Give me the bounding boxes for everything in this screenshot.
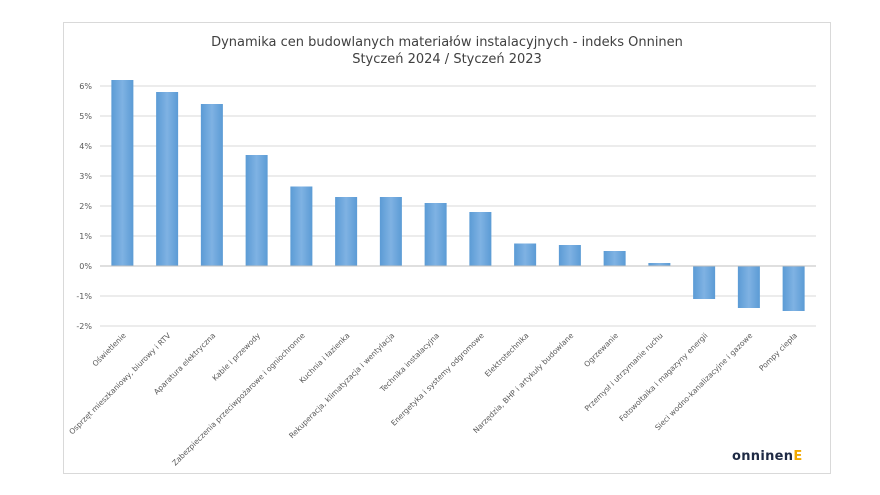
y-tick-label: 1% xyxy=(79,232,92,241)
bar xyxy=(379,197,402,266)
bar xyxy=(648,263,671,266)
y-tick-label: 2% xyxy=(79,202,92,211)
x-tick-label: Pompy ciepła xyxy=(757,331,799,373)
bars xyxy=(100,80,816,311)
x-tick-label: Fotowoltaika i magazyny energii xyxy=(617,331,709,423)
bar xyxy=(335,197,358,266)
y-tick-label: 6% xyxy=(79,82,92,91)
chart-title-block: Dynamika cen budowlanych materiałów inst… xyxy=(63,34,831,68)
y-tick-label: 3% xyxy=(79,172,92,181)
x-tick-label: Elektrotechnika xyxy=(483,331,531,379)
bar xyxy=(603,251,626,266)
bar xyxy=(424,203,447,266)
x-tick-label: Narzędzia, BHP i artykuły budowlane xyxy=(471,331,575,435)
x-tick-label: Ogrzewanie xyxy=(582,331,620,369)
bar xyxy=(200,104,223,266)
y-tick-label: 4% xyxy=(79,142,92,151)
bar xyxy=(782,266,805,311)
y-tick-label: -1% xyxy=(76,292,92,301)
bar xyxy=(156,92,179,266)
x-tick-label: Sieci wodno-kanalizacyjne i gazowe xyxy=(653,331,754,432)
bar xyxy=(693,266,716,299)
x-tick-label: Kable i przewody xyxy=(210,331,262,383)
bar xyxy=(290,186,313,266)
x-tick-label: Przemysł i utrzymanie ruchu xyxy=(583,331,665,413)
bar xyxy=(469,212,492,266)
x-tick-label: Oświetlenie xyxy=(91,331,129,369)
chart-card xyxy=(63,22,831,474)
bar xyxy=(111,80,134,266)
y-tick-label: 0% xyxy=(79,262,92,271)
onninen-logo: onninenE xyxy=(732,449,803,464)
bar xyxy=(737,266,760,308)
chart-title: Dynamika cen budowlanych materiałów inst… xyxy=(211,35,683,50)
bar xyxy=(245,155,268,266)
y-tick-label: -2% xyxy=(76,322,92,331)
bar xyxy=(514,243,537,266)
x-tick-label: Energetyka i systemy odgromowe xyxy=(389,331,486,428)
logo-text: onninen xyxy=(732,449,794,464)
logo-mark: E xyxy=(793,449,803,464)
chart-subtitle: Styczeń 2024 / Styczeń 2023 xyxy=(352,52,542,67)
y-axis-labels: 6% 5% 4% 3% 2% 1% 0% -1% -2% xyxy=(76,82,92,331)
bar xyxy=(558,245,581,266)
y-tick-label: 5% xyxy=(79,112,92,121)
